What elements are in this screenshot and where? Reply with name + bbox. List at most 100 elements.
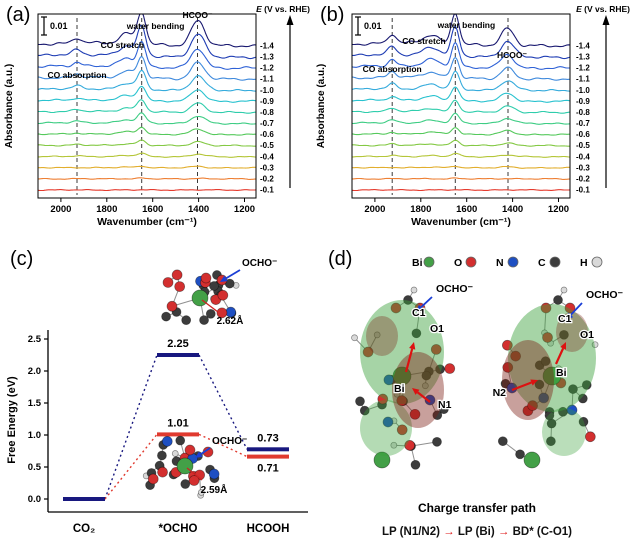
energy-value: 2.25 xyxy=(167,338,188,350)
potential-value: -1.2 xyxy=(576,64,590,73)
electron-density-green xyxy=(360,300,444,404)
potential-value: -1.0 xyxy=(260,86,274,95)
potential-value: -0.2 xyxy=(576,174,590,183)
spectrum-trace xyxy=(38,165,256,169)
spectra-chart-b: 0.01 CO absorption CO stretch water bending… xyxy=(316,4,630,228)
legend-dot xyxy=(549,256,561,268)
connector xyxy=(198,433,248,458)
spectrum-trace xyxy=(352,86,570,103)
potential-value: -0.6 xyxy=(576,130,590,139)
spectrum-trace xyxy=(38,14,256,48)
x-tick-label: 1800 xyxy=(410,204,431,215)
category-label: CO₂ xyxy=(73,523,95,535)
energy-level xyxy=(157,353,199,357)
category-label: HCOOH xyxy=(247,523,290,535)
ocho-structure-top xyxy=(161,269,240,326)
ocho-structure-bottom xyxy=(142,435,220,499)
spectrum-trace xyxy=(352,188,570,192)
potential-value: -1.3 xyxy=(260,53,274,62)
spectrum-trace xyxy=(38,85,256,103)
electron-density-green xyxy=(360,400,412,456)
potential-value: -0.6 xyxy=(260,130,274,139)
spectrum-trace xyxy=(352,177,570,180)
spectrum-trace xyxy=(38,40,256,70)
bi-label-right: Bi xyxy=(556,367,567,379)
x-tick-label: 1600 xyxy=(142,204,163,215)
potential-value: -0.8 xyxy=(260,108,274,117)
y-tick-label: 2.5 xyxy=(28,334,42,345)
spectrum-trace xyxy=(38,24,256,60)
y-axis-title: Absorbance (a.u.) xyxy=(4,64,15,148)
potential-value: -0.9 xyxy=(260,97,274,106)
caption-title: Charge transfer path xyxy=(418,501,536,515)
spectrum-trace xyxy=(352,70,570,92)
potential-value: -1.4 xyxy=(260,42,274,51)
potential-value: -1.1 xyxy=(260,75,274,84)
legend-label: N xyxy=(496,257,504,269)
spectrum-trace xyxy=(352,14,570,48)
panel-d-label: (d) xyxy=(328,248,353,270)
panel-c-label: (c) xyxy=(10,248,34,270)
n1-label-left: N1 xyxy=(438,399,452,411)
potential-value: -0.1 xyxy=(576,186,590,195)
spectra-chart-a: 0.01 CO absorption CO stretch water bending… xyxy=(4,4,310,228)
charge-transfer-structures: Bi O N C H OCHO⁻ C1 O1 Bi N1 OCHO⁻ C1 O1 Bi N2 Charge t… xyxy=(351,256,625,538)
spectrum-trace xyxy=(352,127,570,136)
energy-level xyxy=(247,454,289,459)
spectrum-trace xyxy=(38,99,256,114)
electron-density-red xyxy=(556,312,588,352)
bond-length-line xyxy=(186,467,203,481)
ocho-label-bottom: OCHO⁻ xyxy=(212,436,247,447)
ocho-label-top: OCHO⁻ xyxy=(242,258,277,269)
spectrum-trace xyxy=(38,152,256,158)
c1-label-right: C1 xyxy=(558,313,572,325)
energy-value: 1.01 xyxy=(167,417,188,429)
connector xyxy=(104,354,158,500)
peak-annotation: CO stretch xyxy=(101,40,144,50)
spectrum-trace xyxy=(352,165,570,169)
energy-value: 0.71 xyxy=(257,463,278,475)
legend-dot xyxy=(465,256,477,268)
x-tick-label: 1400 xyxy=(188,204,209,215)
x-tick-label: 1600 xyxy=(456,204,477,215)
bond-length-bottom: 2.59Å xyxy=(201,483,228,496)
peak-annotation: water bending xyxy=(437,20,496,30)
transfer-path-text: LP (N1/N2) → LP (Bi) → BD* (C-O1) xyxy=(382,526,572,538)
structure-right xyxy=(497,286,599,469)
y-axis-title: Free Energy (eV) xyxy=(6,376,18,464)
energy-value: 0.73 xyxy=(257,432,278,444)
legend-dot xyxy=(423,256,435,268)
scale-bar-value: 0.01 xyxy=(364,21,382,31)
bond-length-line xyxy=(201,299,219,313)
category-label: *OCHO xyxy=(159,523,198,535)
potential-value: -1.3 xyxy=(576,53,590,62)
potential-value: -0.8 xyxy=(576,108,590,117)
c1-label-left: C1 xyxy=(412,307,426,319)
x-tick-label: 1200 xyxy=(234,204,255,215)
scale-bar-value: 0.01 xyxy=(50,21,68,31)
x-tick-label: 1400 xyxy=(502,204,523,215)
spectrum-trace xyxy=(352,112,570,125)
peak-annotation: HCOO⁻ xyxy=(183,10,214,20)
atom-legend: Bi O N C H xyxy=(412,256,603,269)
electron-density-green xyxy=(508,304,596,412)
peak-annotation: HCOO⁻ xyxy=(497,50,528,60)
x-tick-label: 2000 xyxy=(364,204,385,215)
electron-density-red xyxy=(366,316,398,356)
bi-label-left: Bi xyxy=(394,383,405,395)
x-tick-label: 1800 xyxy=(96,204,117,215)
energy-level xyxy=(63,497,105,501)
potential-value: -0.4 xyxy=(260,152,274,161)
spectrum-trace xyxy=(38,188,256,192)
spectrum-trace xyxy=(352,25,570,60)
potential-value: -1.2 xyxy=(260,64,274,73)
peak-annotation: CO absorption xyxy=(363,64,422,74)
peak-annotation: CO stretch xyxy=(402,36,445,46)
x-axis-title: Wavenumber (cm⁻¹) xyxy=(411,216,511,228)
panel-a-label: (a) xyxy=(6,4,31,26)
spectrum-trace xyxy=(38,177,256,180)
plot-frame xyxy=(351,13,571,199)
potential-value: -0.9 xyxy=(576,97,590,106)
energy-level xyxy=(157,432,199,437)
